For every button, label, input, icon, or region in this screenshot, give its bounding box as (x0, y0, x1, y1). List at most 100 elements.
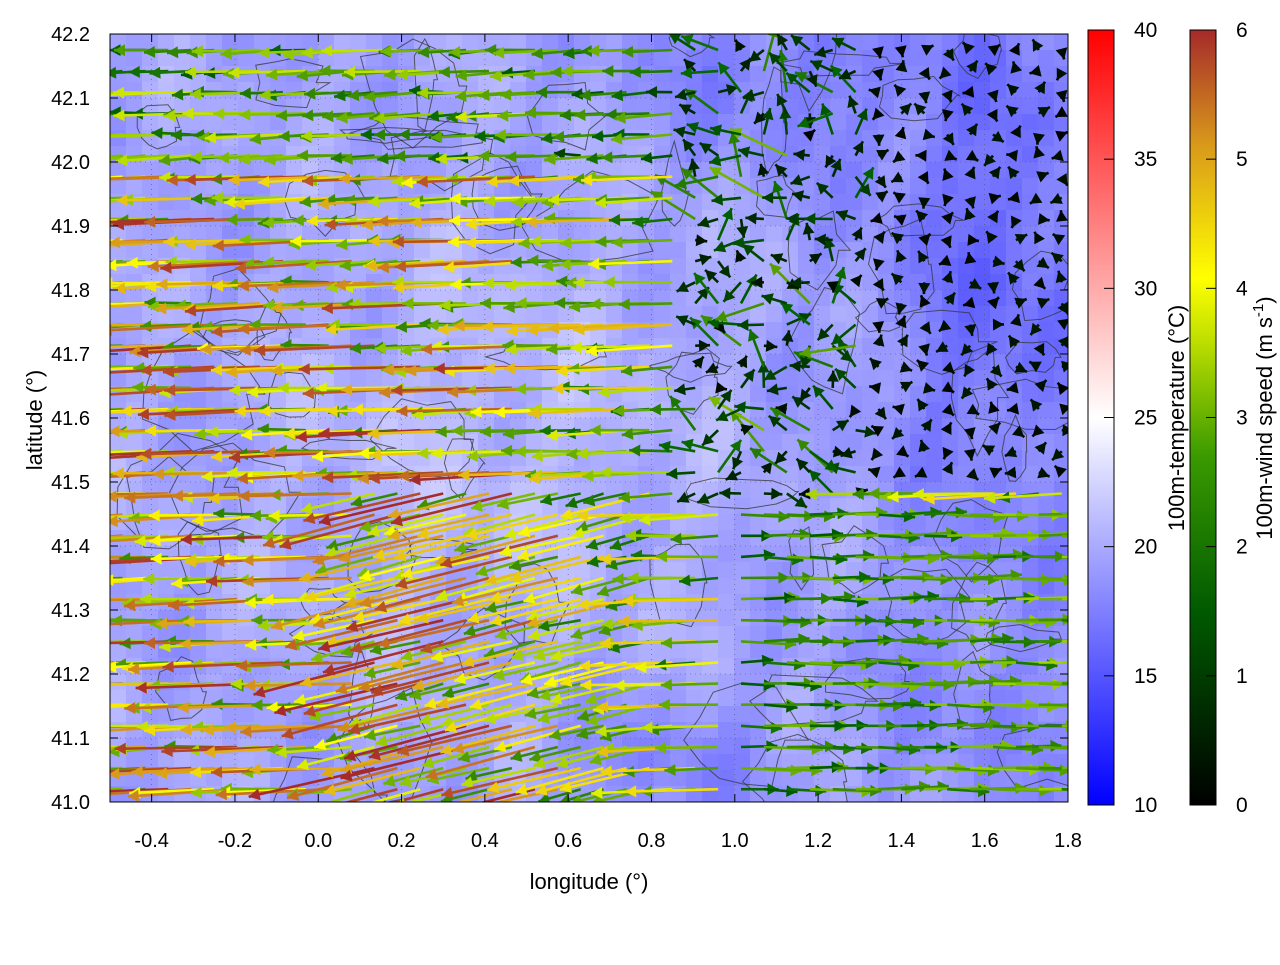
temperature-cell (494, 146, 511, 163)
temperature-cell (254, 434, 271, 451)
temperature-cell (718, 626, 735, 643)
temperature-cell (158, 434, 175, 451)
temperature-cell (926, 178, 943, 195)
temperature-cell (302, 370, 319, 387)
wind-vector-head (1076, 591, 1087, 603)
temperature-cell (990, 178, 1007, 195)
temperature-cell (126, 434, 143, 451)
wind-vector (78, 705, 168, 706)
temperature-cell (718, 514, 735, 531)
temperature-cell (142, 82, 159, 99)
temperature-cell (734, 114, 751, 131)
temperature-cell (926, 450, 943, 467)
temperature-cell (686, 770, 703, 787)
temperature-cell (766, 210, 783, 227)
temperature-cell (638, 34, 655, 51)
temperature-cell (862, 306, 879, 323)
temperature-cell (782, 466, 799, 483)
temperature-cell (350, 34, 367, 51)
temperature-cell (990, 386, 1007, 403)
temperature-cell (942, 370, 959, 387)
wind-vector-head (97, 449, 108, 461)
temperature-cell (366, 178, 383, 195)
wind-vector-head (1121, 659, 1132, 671)
wind-vector-head (70, 767, 81, 779)
wind-vector-head (1067, 784, 1078, 796)
temperature-cell (718, 594, 735, 611)
temperature-cell (494, 242, 511, 259)
wind-vector (552, 388, 649, 389)
temperature-cell (734, 162, 751, 179)
temperature-cell (734, 610, 751, 627)
wind-vector-head (4, 283, 15, 295)
wind-vector-head (95, 389, 106, 401)
temperature-cell (638, 674, 655, 691)
wind-vector (13, 515, 122, 522)
wind-vector-head (1070, 510, 1081, 522)
temperature-cell (478, 434, 495, 451)
wind-vector-head (93, 367, 104, 379)
temperature-cell (798, 370, 815, 387)
temperature-cell (910, 50, 927, 67)
temperature-cell (478, 98, 495, 115)
wind-vector-head (59, 577, 70, 589)
temperature-cell (878, 386, 895, 403)
wind-vector-head (78, 700, 89, 712)
temperature-cell (734, 578, 751, 595)
temperature-cell (750, 578, 767, 595)
temperature-cell (350, 50, 367, 67)
wind-vector-head (58, 763, 69, 775)
temperature-cell (526, 146, 543, 163)
temperature-cell (862, 642, 879, 659)
temperature-cell (718, 738, 735, 755)
temperature-cell (366, 370, 383, 387)
temperature-cell (478, 242, 495, 259)
temperature-cell (766, 274, 783, 291)
temperature-cell (718, 434, 735, 451)
temperature-cell (270, 562, 287, 579)
temperature-cell (110, 706, 127, 723)
temperature-cell (734, 722, 751, 739)
temperature-cell (750, 594, 767, 611)
temperature-cell (798, 402, 815, 419)
temperature-cell (974, 130, 991, 147)
temperature-cell (382, 98, 399, 115)
temperature-cell (734, 338, 751, 355)
temperature-cell (910, 370, 927, 387)
temperature-cell (798, 594, 815, 611)
temperature-cell (862, 514, 879, 531)
temperature-cell (718, 754, 735, 771)
temperature-cell (126, 306, 143, 323)
temperature-cell (318, 242, 335, 259)
wind-vector (33, 705, 123, 707)
temperature-cell (1022, 50, 1039, 67)
temperature-cell (366, 34, 383, 51)
wind-vector-head (1069, 700, 1080, 712)
temperature-cell (126, 130, 143, 147)
temperature-cell (734, 594, 751, 611)
temperature-cell (574, 130, 591, 147)
temperature-cell (590, 370, 607, 387)
temperature-cell (574, 434, 591, 451)
temperature-cell (862, 402, 879, 419)
temperature-cell (414, 242, 431, 259)
temperature-cell (686, 610, 703, 627)
temperature-cell (366, 242, 383, 259)
temperature-cell (1038, 34, 1055, 51)
temperature-cell (334, 34, 351, 51)
wind-vector-head (35, 279, 46, 291)
temperature-cell (718, 530, 735, 547)
temperature-cell (398, 98, 415, 115)
temperature-cell (686, 626, 703, 643)
temperature-cell (670, 258, 687, 275)
temperature-cell (318, 130, 335, 147)
temperature-cell (670, 594, 687, 611)
temperature-cell (814, 498, 831, 515)
temperature-cell (814, 130, 831, 147)
temperature-cell (1006, 434, 1023, 451)
temperature-cell (942, 178, 959, 195)
temperature-cell (254, 98, 271, 115)
temperature-cell (702, 626, 719, 643)
temperature-cell (238, 610, 255, 627)
temperature-cell (974, 306, 991, 323)
